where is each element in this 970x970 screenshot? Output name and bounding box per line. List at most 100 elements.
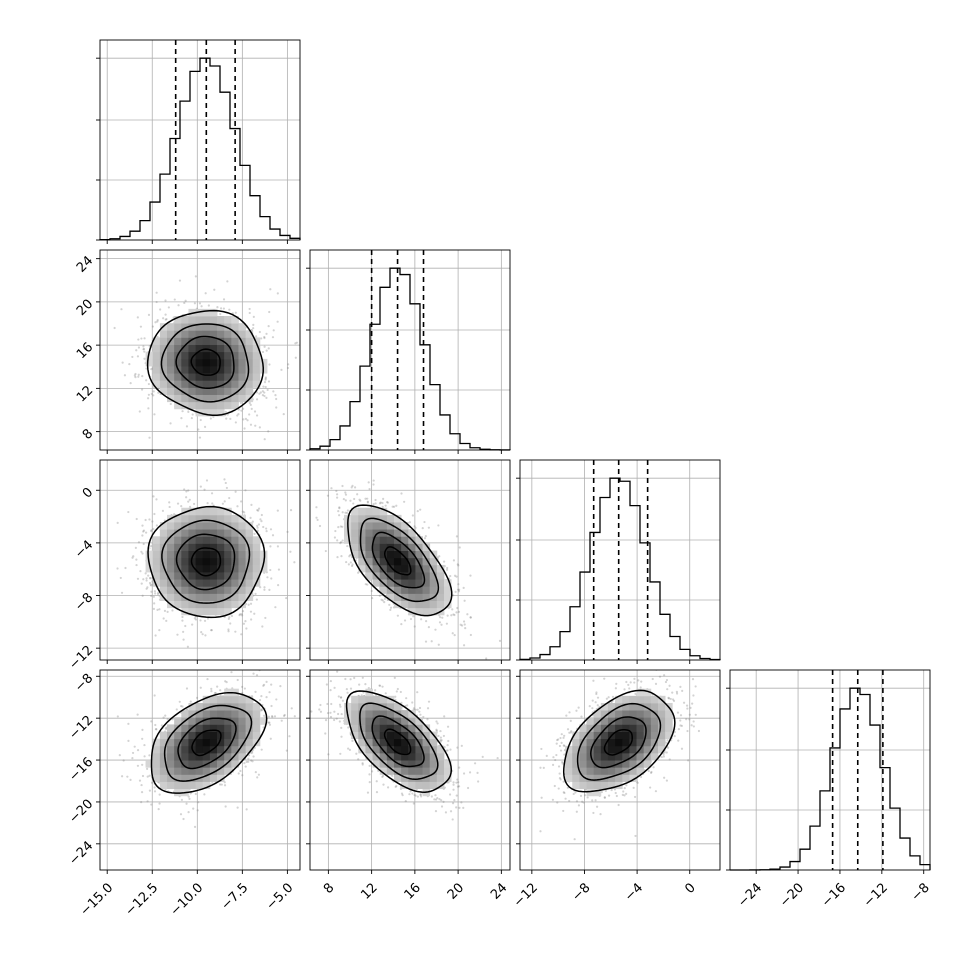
density-cell <box>209 358 218 367</box>
sample-point <box>119 576 122 580</box>
sample-point <box>427 526 430 529</box>
sample-point <box>165 619 168 622</box>
sample-point <box>241 610 245 613</box>
contour-level-0 <box>190 547 222 577</box>
density-cell <box>159 337 168 345</box>
sample-point <box>420 618 423 621</box>
density-cell <box>209 579 218 587</box>
sample-point <box>205 479 209 482</box>
density-cell <box>224 536 232 544</box>
sample-point <box>269 288 272 291</box>
sample-point <box>469 574 472 577</box>
sample-point <box>411 514 414 517</box>
panel-plot-area <box>310 460 510 660</box>
sample-point <box>219 312 222 316</box>
density-cell <box>202 394 211 403</box>
sample-point <box>419 508 422 511</box>
sample-point <box>266 388 269 392</box>
density-cell <box>181 586 189 594</box>
sample-point <box>241 510 244 513</box>
sample-point <box>227 630 230 633</box>
density-cell <box>365 507 373 516</box>
sample-point <box>156 335 159 338</box>
sample-point <box>462 644 466 647</box>
density-cell <box>401 600 409 609</box>
sample-point <box>338 506 341 509</box>
sample-point <box>234 421 237 424</box>
sample-point <box>249 516 252 519</box>
contour-level-2 <box>160 323 250 403</box>
sample-point <box>253 532 256 535</box>
sample-point <box>261 394 265 397</box>
sample-point <box>150 590 153 593</box>
sample-point <box>210 628 213 632</box>
sample-point <box>259 391 262 394</box>
density-cell <box>224 401 232 410</box>
sample-point <box>371 596 374 600</box>
sample-point <box>221 502 224 505</box>
sample-point <box>116 567 119 570</box>
density-cell <box>188 387 196 395</box>
sample-point <box>453 574 457 577</box>
sample-point <box>268 363 271 366</box>
density-cell <box>408 550 416 559</box>
sample-point <box>239 613 242 616</box>
density-cell <box>259 550 268 559</box>
sample-point <box>162 617 165 620</box>
sample-point <box>184 299 187 302</box>
sample-point <box>153 590 157 593</box>
sample-point <box>199 485 202 488</box>
density-cell <box>188 593 196 602</box>
density-cell <box>209 351 218 360</box>
sample-point <box>453 613 456 617</box>
sample-point <box>440 623 443 626</box>
density-cell <box>181 344 189 353</box>
sample-point <box>439 616 442 619</box>
sample-point <box>193 302 197 305</box>
sample-point <box>336 539 339 542</box>
sample-point <box>255 391 259 394</box>
sample-point <box>185 425 189 428</box>
sample-point <box>156 319 159 322</box>
sample-point <box>136 355 140 358</box>
density-cell <box>224 330 232 338</box>
sample-point <box>274 394 277 397</box>
sample-point <box>280 368 283 371</box>
density-cell <box>245 330 254 338</box>
sample-point <box>438 555 441 558</box>
density-cell <box>174 380 182 388</box>
sample-point <box>358 498 361 501</box>
density-cell <box>195 522 204 530</box>
density-cell <box>372 507 381 516</box>
density-cell <box>224 358 232 367</box>
density-cell <box>174 543 182 552</box>
sample-point <box>383 597 387 600</box>
density-cell <box>159 358 168 367</box>
sample-point <box>463 623 466 626</box>
sample-point <box>469 633 472 637</box>
density-cell <box>209 564 218 573</box>
density-cell <box>224 557 232 566</box>
density-cell <box>195 557 204 566</box>
sample-point <box>341 539 344 542</box>
sample-point <box>339 540 343 544</box>
density-cell <box>351 522 359 530</box>
density-cell <box>365 522 373 530</box>
sample-point <box>147 313 151 316</box>
sample-point <box>346 509 349 512</box>
density-cell <box>224 607 232 616</box>
sample-point <box>150 530 153 533</box>
sample-point <box>155 291 158 294</box>
sample-point <box>260 748 263 751</box>
sample-point <box>207 304 210 307</box>
sample-point <box>214 456 216 458</box>
density-cell <box>379 550 388 559</box>
panel-frame <box>309 459 511 661</box>
density-cell <box>152 557 161 566</box>
sample-point <box>437 524 440 527</box>
density-cell <box>245 351 254 360</box>
density-cell <box>167 344 175 353</box>
density-cell <box>202 408 211 417</box>
density-cell <box>209 344 218 353</box>
